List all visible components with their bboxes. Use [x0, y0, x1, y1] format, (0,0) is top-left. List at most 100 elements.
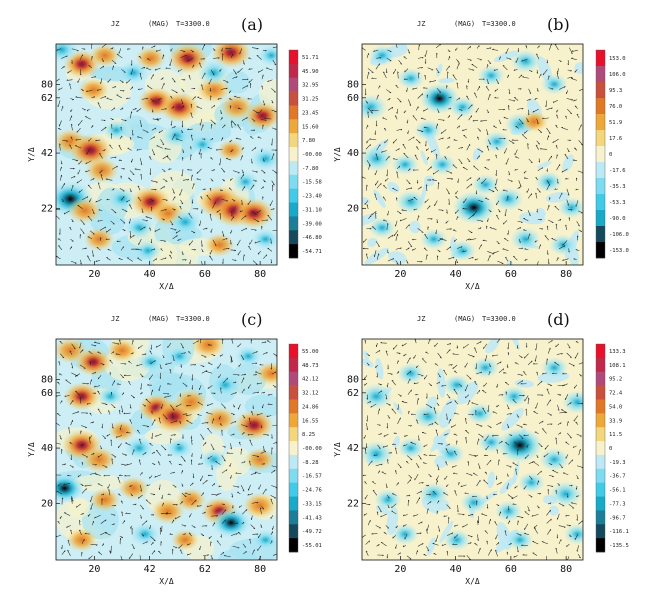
colorbar-frame [595, 343, 606, 553]
arrow-head [475, 192, 477, 195]
vector-arrow [81, 425, 87, 428]
arrow-head [403, 78, 406, 80]
vector-arrow [81, 538, 85, 544]
vector-arrow [191, 439, 193, 445]
vector-arrow [534, 527, 538, 534]
arrow-head [182, 157, 184, 159]
vector-arrow [577, 402, 583, 404]
vector-arrow [395, 470, 397, 475]
arrow-head [172, 409, 175, 411]
vector-arrow [507, 423, 510, 428]
vector-arrow [172, 546, 178, 549]
arrow-head [438, 182, 440, 184]
arrow-head [91, 44, 93, 45]
arrow-head [89, 412, 92, 414]
vector-arrow [559, 411, 567, 414]
vector-arrow [426, 508, 429, 514]
arrow-head [180, 549, 182, 551]
vector-arrow [251, 158, 253, 164]
arrow-head [87, 215, 90, 217]
vector-arrow [413, 208, 418, 211]
vector-arrow [206, 412, 213, 415]
vector-arrow [397, 165, 401, 169]
vector-arrow [524, 248, 529, 250]
vector-arrow [559, 463, 563, 469]
arrow-head [267, 403, 270, 405]
vector-arrow [242, 186, 245, 191]
vector-arrow [188, 75, 191, 80]
arrow-head [487, 111, 490, 113]
vector-arrow [210, 443, 215, 450]
arrow-head [191, 378, 193, 381]
vector-arrow [182, 149, 185, 153]
arrow-head [547, 182, 550, 184]
field-blob [391, 523, 420, 545]
vector-arrow [121, 69, 126, 73]
arrow-head [62, 357, 65, 359]
vector-arrow [455, 209, 459, 214]
arrow-head [366, 428, 368, 430]
arrow-head [463, 346, 465, 349]
vector-arrow [136, 363, 143, 367]
vector-arrow [456, 82, 459, 89]
arrow-head [118, 144, 121, 147]
arrow-head [464, 492, 467, 494]
arrow-head [264, 450, 267, 453]
arrow-head [385, 350, 388, 353]
vector-arrow [212, 522, 215, 527]
vector-arrow [69, 465, 74, 468]
vector-arrow [516, 533, 522, 536]
arrow-head [235, 73, 237, 75]
arrow-head [241, 448, 243, 451]
field-blob [233, 197, 275, 229]
vector-arrow [557, 422, 562, 425]
vector-arrow [256, 209, 262, 214]
arrow-head [261, 85, 263, 88]
vector-arrow [557, 404, 560, 411]
vector-arrow [375, 153, 379, 161]
vector-arrow [448, 364, 453, 366]
vector-arrow [483, 343, 488, 349]
vector-arrow [558, 245, 566, 250]
vector-arrow [230, 121, 233, 128]
field-blob [418, 481, 450, 506]
arrow-head [235, 392, 237, 394]
colorbar-label: -55.01 [302, 543, 322, 549]
vector-arrow [445, 461, 448, 466]
arrow-head [430, 501, 432, 503]
arrow-head [170, 96, 172, 98]
arrow-head [67, 474, 69, 476]
vector-arrow [367, 107, 373, 114]
arrow-head [98, 209, 101, 211]
arrow-head [508, 92, 511, 95]
vector-arrow [366, 71, 369, 79]
vector-arrow [465, 430, 470, 434]
vector-arrow [181, 470, 183, 474]
arrow-head [181, 125, 183, 128]
vector-arrow [137, 197, 142, 202]
arrow-head [371, 109, 373, 112]
colorbar-label: -90.0 [609, 216, 626, 222]
arrow-head [460, 246, 463, 248]
arrow-head [444, 433, 446, 436]
arrow-head [108, 489, 110, 491]
vector-arrow [436, 475, 439, 481]
arrow-head [456, 346, 458, 349]
arrow-head [471, 183, 473, 186]
arrow-head [475, 410, 477, 412]
arrow-head [505, 391, 508, 394]
arrow-head [375, 153, 378, 155]
arrow-head [494, 89, 496, 92]
arrow-head [382, 196, 385, 198]
arrow-head [366, 253, 368, 256]
arrow-head [211, 557, 213, 560]
arrow-head [137, 248, 139, 250]
arrow-head [519, 185, 522, 187]
arrow-head [532, 110, 534, 113]
vector-arrow [377, 444, 381, 449]
arrow-head [126, 431, 128, 433]
vector-arrow [371, 226, 377, 230]
vector-arrow [271, 109, 277, 112]
arrow-head [154, 45, 156, 48]
arrow-head [556, 154, 558, 157]
